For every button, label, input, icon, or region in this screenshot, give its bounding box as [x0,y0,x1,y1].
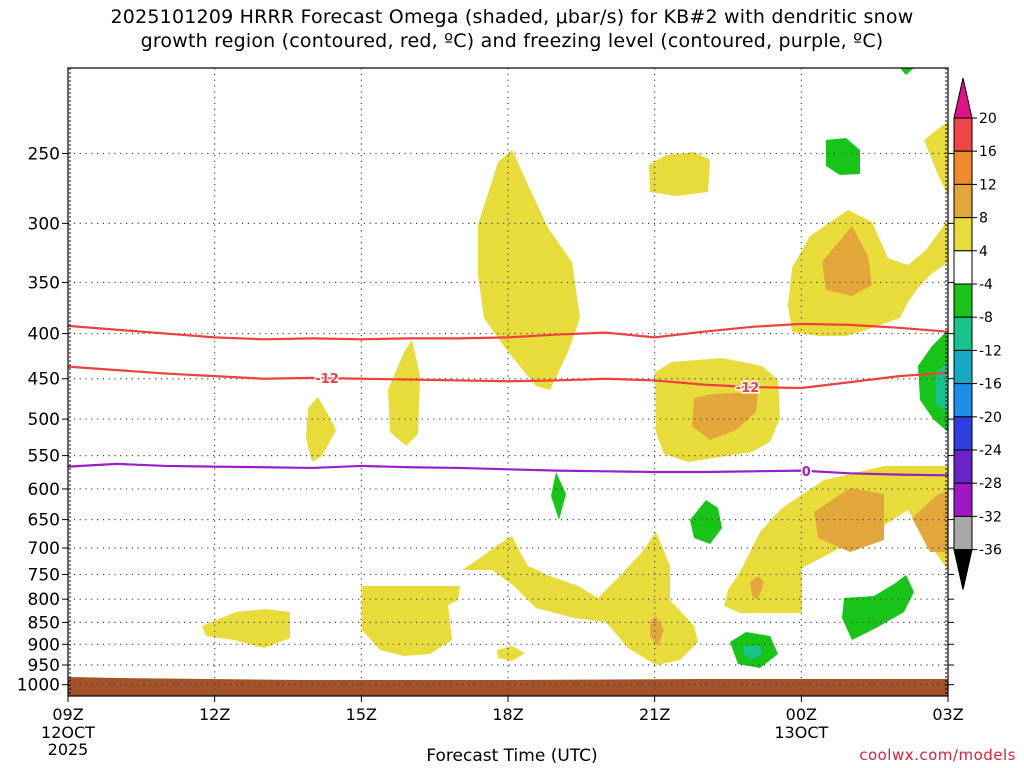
omega-area-yellow [462,532,698,665]
y-tick-label: 450 [28,370,60,390]
omega-area-teal [744,646,762,660]
omega-area-yellow [649,152,710,196]
chart-title-line-2: growth region (contoured, red, ºC) and f… [140,30,884,52]
omega-area-green [826,138,860,175]
colorbar-label: -16 [979,377,1002,393]
colorbar-label: 8 [979,211,988,227]
colorbar-segment [953,316,973,351]
x-tick-year-label: 2025 [48,740,89,759]
contour-line [67,365,949,390]
y-tick-label: 850 [28,613,60,633]
colorbar-segment [953,217,973,252]
colorbar-label: 4 [979,244,988,260]
contour-label: -12 [736,381,760,396]
colorbar-label: -28 [979,476,1002,492]
colorbar-segment [953,482,973,517]
colorbar-segment [953,416,973,451]
colorbar-label: -12 [979,343,1002,359]
omega-area-yellow [306,397,336,462]
colorbar-label: -24 [979,443,1002,459]
y-tick-label: 900 [28,635,60,655]
omega-area-orange [692,392,758,440]
y-tick-label: 650 [28,511,60,531]
colorbar-label: -4 [979,277,993,293]
chart-title-line-1: 2025101209 HRRR Forecast Omega (shaded, … [110,6,914,28]
x-tick-date-label: 13OCT [774,723,828,742]
y-tick-label: 950 [28,656,60,676]
omega-area-orange [650,616,664,646]
omega-area-orange [912,490,948,552]
omega-area-teal [936,362,948,412]
y-tick-label: 550 [28,447,60,467]
colorbar-label: 12 [979,177,997,193]
y-tick-label: 1000 [17,676,60,696]
x-tick-label: 12Z [199,705,230,724]
x-tick-label: 03Z [932,705,963,724]
colorbar-top-arrow [953,77,973,119]
colorbar-label: -36 [979,543,1002,559]
colorbar-segment [953,349,973,385]
colorbar-segment [953,283,973,318]
omega-area-yellow [362,586,460,656]
colorbar-segment [953,150,973,185]
colorbar: 20 16 12 8 4 -4 -8 -12 -16 -20 -24 -28 -32 -36 [953,77,1002,590]
axes-layer: 2503003504004505005506006507007508008509… [17,67,964,759]
x-tick-date-label: 12OCT [41,723,95,742]
x-tick-label: 15Z [346,705,377,724]
y-tick-label: 700 [28,539,60,559]
colorbar-label: 16 [979,144,997,160]
omega-area-orange [814,488,884,552]
colorbar-label: 20 [979,111,997,127]
contour-label: -12 [315,372,339,387]
omega-area-yellow [497,646,525,661]
colorbar-label: -8 [979,310,993,326]
contour-line [67,462,949,477]
colorbar-bottom-arrow [953,549,973,590]
y-tick-label: 800 [28,590,60,610]
y-tick-label: 300 [28,214,60,234]
omega-area-green [900,68,914,75]
x-axis-label: Forecast Time (UTC) [426,746,598,766]
terrain-below-ground [68,677,948,696]
colorbar-label: -32 [979,509,1002,525]
omega-area-yellow [202,609,290,648]
x-tick-label: 21Z [639,705,670,724]
y-tick-label: 600 [28,480,60,500]
colorbar-segment [953,383,973,418]
colorbar-segment [953,515,973,551]
y-tick-label: 350 [28,273,60,293]
omega-area-green [842,575,914,640]
omega-area-green [690,500,722,544]
omega-area-green [551,472,566,520]
colorbar-label: -20 [979,410,1002,426]
y-tick-label: 500 [28,410,60,430]
colorbar-segment [953,117,973,152]
omega-area-yellow [388,340,420,446]
contour-label: 0 [802,465,811,480]
colorbar-segment [953,250,973,285]
omega-area-yellow [924,122,948,196]
colorbar-segment [953,449,973,484]
contour-line [67,322,949,341]
colorbar-segment [953,183,973,219]
y-tick-label: 400 [28,325,60,345]
x-tick-label: 09Z [52,705,83,724]
omega-area-yellow [478,150,580,390]
omega-shading-layer [68,68,948,696]
x-tick-label: 00Z [786,705,817,724]
contour-layer: -12 -12 0 [67,322,949,481]
y-tick-label: 250 [28,144,60,164]
omega-area-orange [750,576,764,600]
site-credit: coolwx.com/models [859,746,1016,764]
x-tick-label: 18Z [492,705,523,724]
y-tick-label: 750 [28,565,60,585]
omega-area-orange [822,226,872,296]
